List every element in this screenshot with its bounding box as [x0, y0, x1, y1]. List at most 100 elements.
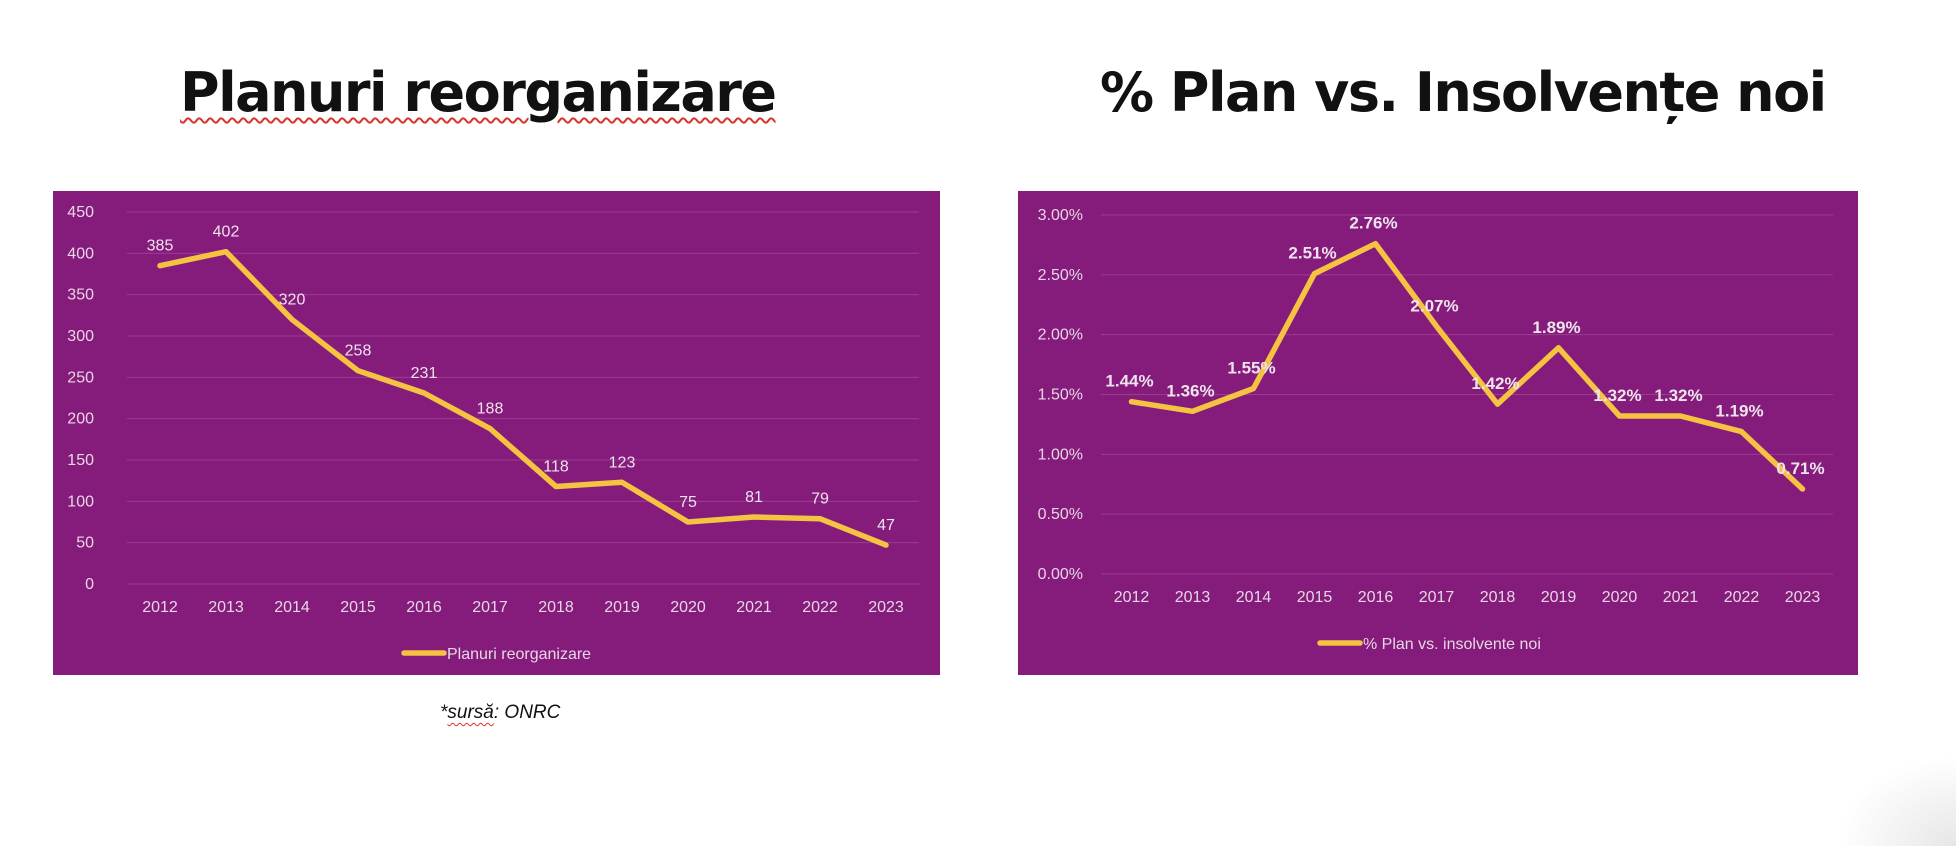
left-chart-data-label: 320	[279, 291, 306, 308]
right-chart-x-tick-label: 2018	[1480, 589, 1516, 606]
left-chart-data-point	[487, 426, 493, 432]
right-chart-x-tick-label: 2022	[1724, 589, 1760, 606]
right-chart-data-label: 1.19%	[1715, 402, 1763, 421]
left-chart-x-tick-label: 2012	[142, 599, 178, 616]
left-chart-data-point	[223, 249, 229, 255]
source-name: : ONRC	[493, 702, 561, 723]
right-chart-data-label: 1.89%	[1532, 318, 1580, 337]
left-chart-series-line	[157, 248, 889, 548]
left-chart-data-label: 188	[477, 401, 504, 418]
right-chart-data-label: 1.32%	[1654, 386, 1702, 405]
left-chart-data-point	[883, 542, 889, 548]
left-chart-x-tick-label: 2017	[472, 599, 508, 616]
right-chart-data-point	[1495, 401, 1500, 407]
left-chart-data-label: 47	[877, 517, 895, 534]
left-chart-y-tick-label: 100	[67, 493, 94, 510]
left-chart-data-point	[355, 368, 361, 374]
right-chart-data-label: 1.44%	[1105, 372, 1153, 391]
left-chart-x-tick-label: 2018	[538, 599, 574, 616]
left-chart-data-point	[157, 263, 163, 269]
left-chart-x-tick-label: 2022	[802, 599, 838, 616]
right-chart-data-point	[1434, 323, 1439, 329]
right-chart-y-tick-label: 1.50%	[1038, 387, 1083, 404]
left-chart-data-label: 258	[345, 343, 372, 360]
left-chart-data-point	[685, 519, 691, 525]
left-chart-x-tick-label: 2023	[868, 599, 904, 616]
left-chart-y-tick-label: 150	[67, 452, 94, 469]
right-chart-x-tick-label: 2020	[1602, 589, 1638, 606]
right-chart-x-tick-label: 2019	[1541, 589, 1577, 606]
right-chart-data-label: 1.36%	[1166, 381, 1214, 400]
right-chart-x-tick-label: 2017	[1419, 589, 1455, 606]
left-chart-x-tick-label: 2020	[670, 599, 706, 616]
right-chart-data-point	[1251, 386, 1256, 392]
right-chart-data-label: 1.32%	[1593, 386, 1641, 405]
right-chart-y-tick-label: 3.00%	[1038, 207, 1083, 224]
right-chart-data-label: 1.42%	[1471, 374, 1519, 393]
right-chart-series-line	[1128, 240, 1806, 492]
left-chart-data-label: 385	[147, 238, 174, 255]
right-chart-data-label: 0.71%	[1776, 459, 1824, 478]
left-chart-data-point	[751, 514, 757, 520]
left-chart-y-tick-label: 200	[67, 411, 94, 428]
plan-vs-insolvency-chart: 0.00% 0.50% 1.00% 1.50% 2.00% 2.50% 3.00% 2012 2…	[1018, 191, 1858, 675]
left-chart-y-tick-label: 250	[67, 369, 94, 386]
left-chart-x-tick-label: 2021	[736, 599, 772, 616]
right-chart-x-tick-label: 2016	[1358, 589, 1394, 606]
source-prefix: *	[440, 702, 448, 723]
right-chart-data-label: 2.07%	[1410, 296, 1458, 315]
left-chart-data-label: 231	[411, 365, 438, 382]
right-chart-data-label: 1.55%	[1227, 359, 1275, 378]
right-chart-data-point	[1312, 271, 1317, 277]
left-title-text: Planuri reorganizare	[180, 61, 777, 124]
left-chart-title: Planuri reorganizare	[180, 66, 777, 120]
left-chart-data-label: 118	[543, 458, 569, 475]
left-chart-data-label: 75	[679, 494, 697, 511]
right-chart-x-tick-label: 2023	[1785, 589, 1821, 606]
left-chart-x-tick-label: 2016	[406, 599, 442, 616]
right-chart-y-tick-label: 2.50%	[1038, 267, 1083, 284]
left-chart-y-tick-label: 400	[67, 245, 94, 262]
left-chart-data-label: 123	[609, 454, 636, 471]
right-chart-data-point	[1739, 429, 1744, 435]
right-chart-data-point	[1129, 399, 1134, 405]
right-chart-x-tick-label: 2013	[1175, 589, 1211, 606]
right-chart-x-tick-label: 2021	[1663, 589, 1699, 606]
reorganization-plans-chart-svg: 0 50 100 150 200 250 300 350 400 450 2012 2013 2014 2…	[53, 191, 940, 675]
left-chart-x-tick-label: 2019	[604, 599, 640, 616]
left-chart-x-tick-label: 2013	[208, 599, 244, 616]
left-chart-data-point	[817, 516, 823, 522]
right-chart-panel-background	[1018, 191, 1858, 675]
plan-vs-insolvency-chart-svg: 0.00% 0.50% 1.00% 1.50% 2.00% 2.50% 3.00% 2012 2…	[1018, 191, 1858, 675]
left-chart-legend-label: Planuri reorganizare	[447, 646, 591, 663]
reorganization-plans-chart: 0 50 100 150 200 250 300 350 400 450 2012 2013 2014 2…	[53, 191, 940, 675]
source-note: *sursă: ONRC	[440, 702, 560, 724]
right-chart-y-tick-label: 1.00%	[1038, 446, 1083, 463]
left-chart-y-tick-label: 300	[67, 328, 94, 345]
corner-shade	[1836, 756, 1956, 846]
right-chart-data-point	[1678, 413, 1683, 419]
left-chart-y-tick-label: 450	[67, 204, 94, 221]
left-chart-data-point	[553, 483, 559, 489]
left-chart-y-tick-label: 0	[85, 576, 94, 593]
right-chart-x-tick-label: 2014	[1236, 589, 1272, 606]
right-chart-legend-label: % Plan vs. insolvente noi	[1363, 636, 1541, 653]
left-chart-data-label: 79	[811, 491, 829, 508]
left-chart-data-point	[289, 316, 295, 322]
right-chart-y-tick-label: 0.50%	[1038, 506, 1083, 523]
left-chart-x-tick-label: 2014	[274, 599, 310, 616]
right-chart-x-tick-label: 2012	[1114, 589, 1150, 606]
right-chart-y-tick-label: 0.00%	[1038, 566, 1083, 583]
left-chart-y-tick-label: 50	[76, 535, 94, 552]
right-chart-data-label: 2.51%	[1288, 244, 1336, 263]
left-chart-x-tick-label: 2015	[340, 599, 376, 616]
right-chart-data-point	[1800, 486, 1805, 492]
right-chart-data-point	[1556, 345, 1561, 351]
right-chart-data-point	[1373, 241, 1378, 247]
left-chart-data-label: 81	[745, 489, 763, 506]
right-chart-data-point	[1190, 408, 1195, 414]
left-chart-y-tick-label: 350	[67, 287, 94, 304]
left-chart-data-label: 402	[213, 224, 240, 241]
right-chart-data-point	[1617, 413, 1622, 419]
left-chart-data-point	[619, 479, 625, 485]
